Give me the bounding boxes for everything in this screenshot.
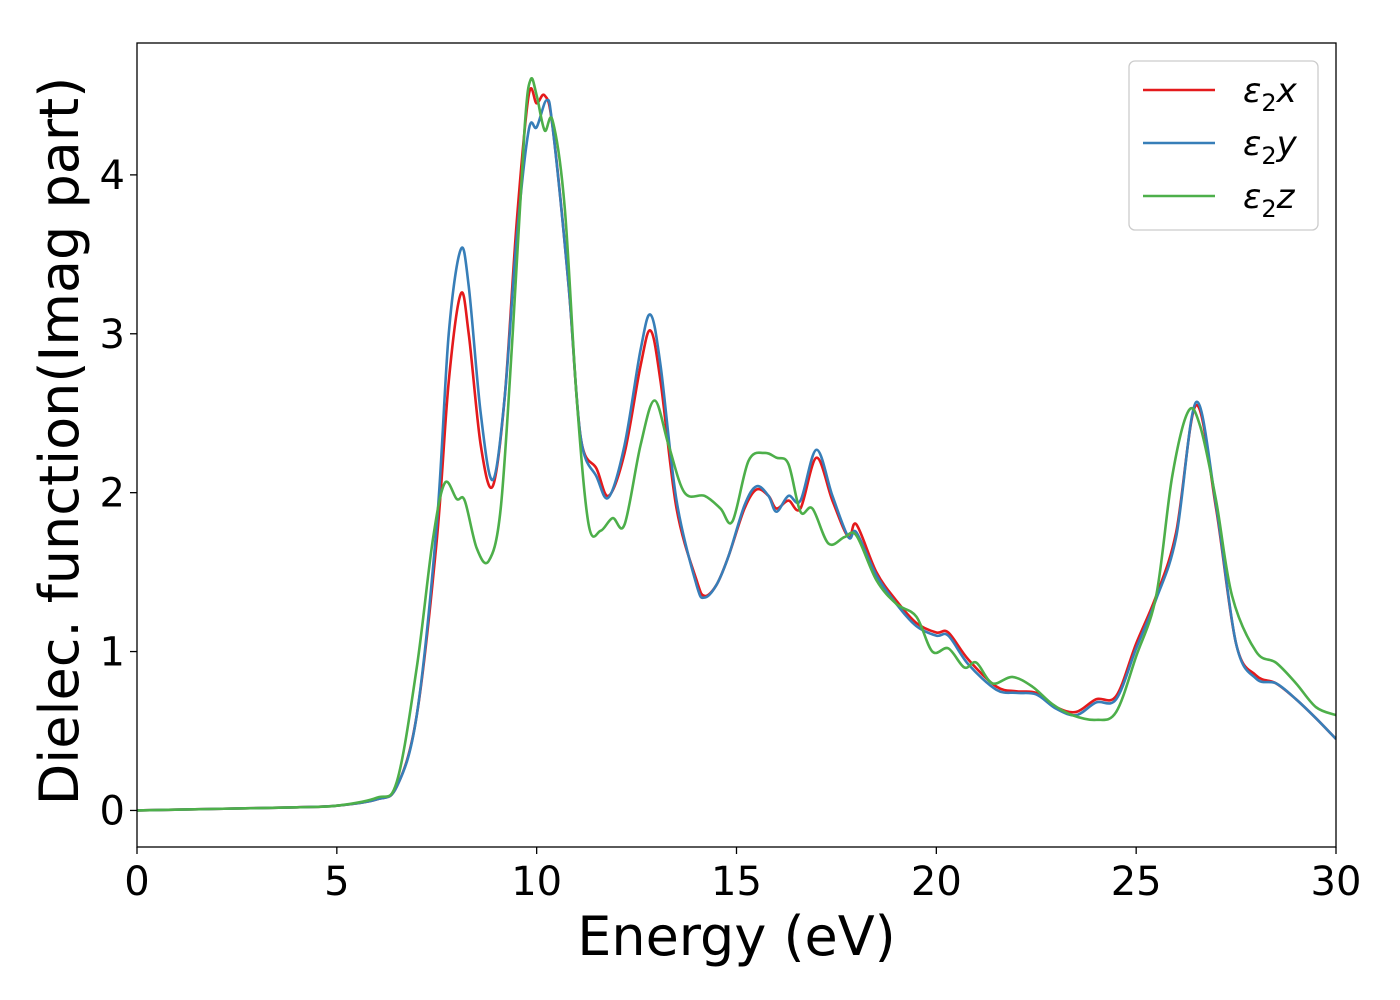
x-tick-label: 0 <box>124 859 149 905</box>
y-axis-label: Dielec. function(Imag part) <box>28 77 91 806</box>
axis-ticks: 0 5 10 15 20 25 30 0 1 2 3 4 <box>100 153 1362 905</box>
y-tick-label: 0 <box>100 788 125 834</box>
plot-frame <box>136 42 1337 848</box>
y-tick-label: 1 <box>100 630 125 676</box>
x-axis-label: Energy (eV) <box>577 905 896 968</box>
plot-area <box>137 77 1336 812</box>
y-tick-label: 4 <box>100 153 125 199</box>
x-tick-label: 10 <box>511 859 562 905</box>
legend-box <box>1128 60 1319 231</box>
x-tick-label: 30 <box>1311 859 1362 905</box>
x-tick-label: 20 <box>911 859 962 905</box>
series-line-y <box>137 98 1336 812</box>
legend: ε2x ε2y ε2z <box>1128 60 1319 231</box>
legend-label: ε2z <box>1243 177 1296 223</box>
series-line-z <box>137 77 1336 812</box>
legend-label: ε2x <box>1243 71 1298 117</box>
legend-label: ε2y <box>1243 124 1298 170</box>
y-tick-label: 3 <box>100 312 125 358</box>
x-tick-label: 5 <box>324 859 349 905</box>
y-tick-label: 2 <box>100 471 125 517</box>
x-tick-label: 25 <box>1111 859 1162 905</box>
x-tick-label: 15 <box>711 859 762 905</box>
